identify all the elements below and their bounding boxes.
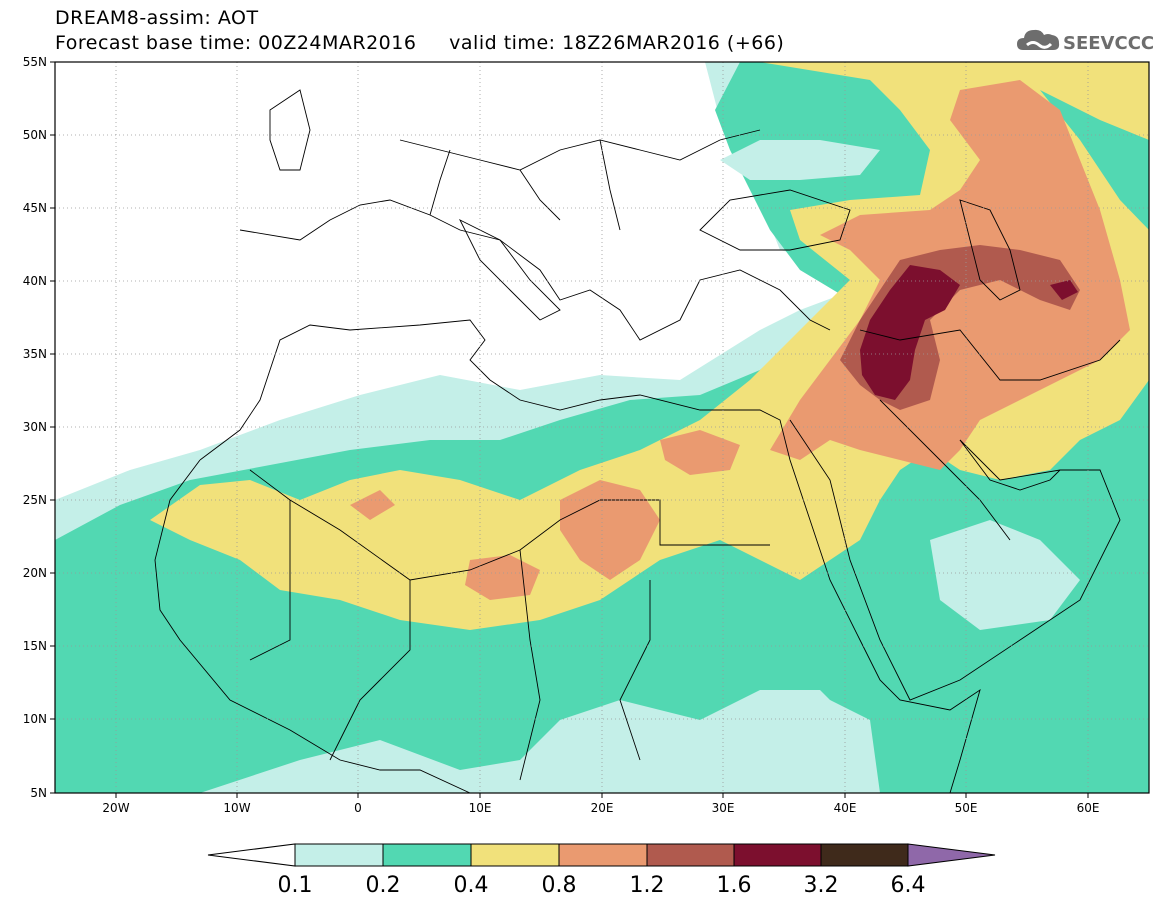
lon-label: 60E [1077, 801, 1100, 815]
aot-band-0.1-pocket [700, 690, 850, 780]
aot-band-1.6 [860, 265, 960, 400]
africa-coast [199, 319, 981, 793]
lat-label: 50N [23, 128, 47, 142]
lon-label: 30E [712, 801, 735, 815]
colorbar-segment [382, 843, 472, 867]
lon-label: 0 [354, 801, 362, 815]
british-isles [269, 89, 311, 171]
colorbar-segment [294, 843, 384, 867]
lat-label: 30N [23, 420, 47, 434]
coastlines [154, 89, 1121, 793]
caspian-sea [959, 199, 1021, 301]
europe-border [429, 139, 621, 231]
aot-band-0.1-pocket [930, 520, 1080, 630]
aot-band-0.8-blob [350, 490, 395, 520]
colorbar-segment [207, 843, 296, 867]
europe-coast [239, 199, 831, 341]
colorbar: 0.1 0.2 0.4 0.8 1.2 1.6 3.2 6.4 [207, 843, 996, 898]
time-info: Forecast base time: 00Z24MAR2016 valid t… [55, 32, 784, 54]
west-africa-coast [154, 459, 471, 793]
colorbar-label: 1.6 [717, 873, 752, 898]
lat-label: 20N [23, 566, 47, 580]
lat-label: 35N [23, 347, 47, 361]
valid-time-label: valid time: 18Z26MAR2016 (+66) [449, 32, 785, 54]
aot-band-0.8-blob [660, 430, 740, 475]
logo-text: SEEVCCC [1063, 33, 1154, 54]
colorbar-segment [470, 843, 560, 867]
lat-label: 10N [23, 712, 47, 726]
map-title: DREAM8-assim: AOT [55, 7, 259, 29]
colorbar-label: 0.2 [366, 873, 401, 898]
seevccc-logo: SEEVCCC [1015, 20, 1155, 60]
africa-border [249, 500, 291, 661]
colorbar-segment [558, 843, 648, 867]
aot-band-0.1-pocket [720, 140, 880, 180]
europe-border [399, 129, 761, 171]
cloud-icon: SEEVCCC [1017, 29, 1154, 54]
colorbar-label: 0.1 [278, 873, 313, 898]
lat-labels: 55N 50N 45N 40N 35N 30N 25N 20N 15N 10N … [23, 55, 47, 800]
lat-label: 40N [23, 274, 47, 288]
colorbar-segment [907, 843, 996, 867]
lon-label: 20E [591, 801, 614, 815]
aot-field [55, 62, 1149, 793]
lat-label: 15N [23, 639, 47, 653]
lat-label: 45N [23, 201, 47, 215]
colorbar-segment [733, 843, 822, 867]
lon-label: 50E [955, 801, 978, 815]
lat-label: 25N [23, 493, 47, 507]
colorbar-label: 3.2 [804, 873, 839, 898]
base-time-label: Forecast base time: 00Z24MAR2016 [55, 32, 417, 54]
persian-gulf [959, 439, 1061, 491]
middle-east-border [859, 329, 1121, 381]
aot-band-0.4 [150, 62, 1149, 630]
lat-label: 5N [30, 786, 47, 800]
lon-label: 10W [223, 801, 250, 815]
colorbar-segment [820, 843, 909, 867]
africa-border [519, 549, 541, 781]
colorbar-label: 6.4 [891, 873, 926, 898]
middle-east-border [879, 399, 1011, 541]
italy [458, 218, 561, 321]
colorbar-label: 0.4 [454, 873, 489, 898]
colorbar-segment [646, 843, 735, 867]
aot-band-0.8-blob [560, 480, 660, 580]
africa-border [619, 580, 651, 761]
lon-label: 10E [469, 801, 492, 815]
black-sea [699, 189, 851, 251]
tick-marks [50, 61, 1089, 798]
colorbar-label: 1.2 [630, 873, 665, 898]
colorbar-label: 0.8 [542, 873, 577, 898]
lon-labels: 20W 10W 0 10E 20E 30E 40E 50E 60E [102, 801, 1099, 815]
aot-band-1.6-blob [1050, 280, 1078, 300]
africa-border [329, 580, 411, 761]
lat-label: 55N [23, 55, 47, 69]
aot-band-0.8-blob [465, 555, 540, 600]
lon-label: 40E [834, 801, 857, 815]
lon-label: 20W [102, 801, 129, 815]
